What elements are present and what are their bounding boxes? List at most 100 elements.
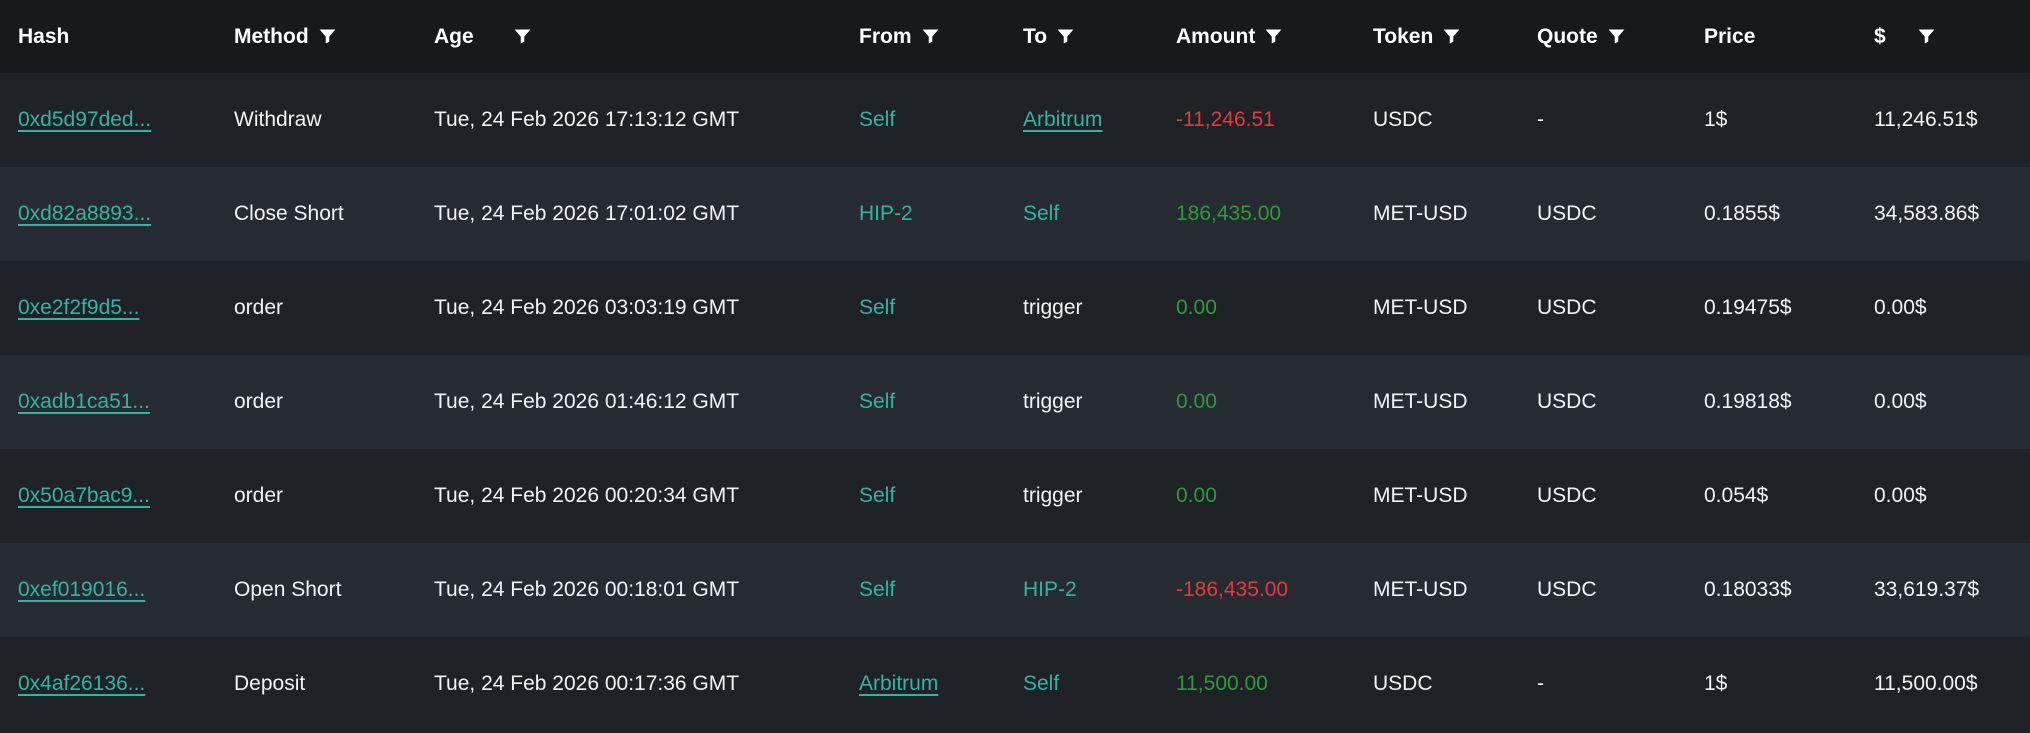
price-cell: 1$ xyxy=(1704,108,1728,131)
age-cell: Tue, 24 Feb 2026 00:17:36 GMT xyxy=(434,672,740,695)
hash-cell: 0xadb1ca51... xyxy=(18,390,234,414)
usd-cell: 11,246.51$ xyxy=(1874,108,1978,131)
col-header-age: Age xyxy=(434,25,859,49)
col-header-to: To xyxy=(1023,25,1176,49)
hash-link[interactable]: 0x50a7bac9... xyxy=(18,484,150,507)
quote-cell: - xyxy=(1537,108,1544,131)
to-value: Self xyxy=(1023,202,1060,225)
table-row: 0xd82a8893... Close Short Tue, 24 Feb 20… xyxy=(0,167,2030,261)
quote-cell: - xyxy=(1537,672,1544,695)
table-body: 0xd5d97ded... Withdraw Tue, 24 Feb 2026 … xyxy=(0,73,2030,731)
filter-icon[interactable] xyxy=(1916,26,1937,47)
hash-link[interactable]: 0x4af26136... xyxy=(18,672,146,695)
col-header-usd: $ xyxy=(1874,25,2030,49)
hash-cell: 0xe2f2f9d5... xyxy=(18,296,234,320)
hash-link[interactable]: 0xef019016... xyxy=(18,578,146,601)
price-cell: 0.18033$ xyxy=(1704,578,1792,601)
price-cell: 0.054$ xyxy=(1704,484,1769,507)
usd-cell: 11,500.00$ xyxy=(1874,672,1978,695)
amount-value: 186,435.00 xyxy=(1176,202,1282,225)
to-cell: HIP-2 xyxy=(1023,578,1176,602)
amount-value: 11,500.00 xyxy=(1176,672,1268,695)
usd-cell: 0.00$ xyxy=(1874,390,1927,413)
to-cell: trigger xyxy=(1023,390,1176,414)
hash-link[interactable]: 0xadb1ca51... xyxy=(18,390,150,413)
amount-cell: 186,435.00 xyxy=(1176,202,1373,226)
table-row: 0x50a7bac9... order Tue, 24 Feb 2026 00:… xyxy=(0,449,2030,543)
to-value[interactable]: Arbitrum xyxy=(1023,108,1103,131)
to-cell: Arbitrum xyxy=(1023,108,1176,132)
column-label-price: Price xyxy=(1704,24,1756,48)
filter-icon[interactable] xyxy=(1263,26,1284,47)
column-label-from: From xyxy=(859,24,912,48)
token-cell: USDC xyxy=(1373,672,1433,695)
price-cell: 1$ xyxy=(1704,672,1728,695)
usd-cell: 0.00$ xyxy=(1874,484,1927,507)
to-value: Self xyxy=(1023,672,1060,695)
age-cell: Tue, 24 Feb 2026 00:20:34 GMT xyxy=(434,484,740,507)
from-cell: Self xyxy=(859,296,1023,320)
amount-cell: 11,500.00 xyxy=(1176,672,1373,696)
from-value: Self xyxy=(859,296,896,319)
amount-cell: 0.00 xyxy=(1176,484,1373,508)
price-cell: 0.19475$ xyxy=(1704,296,1792,319)
from-cell: Self xyxy=(859,578,1023,602)
column-label-hash: Hash xyxy=(18,24,70,48)
column-label-method: Method xyxy=(234,24,309,48)
from-value: Self xyxy=(859,108,896,131)
to-cell: trigger xyxy=(1023,484,1176,508)
to-value: trigger xyxy=(1023,296,1083,319)
amount-value: -11,246.51 xyxy=(1176,108,1275,131)
from-value: Self xyxy=(859,390,896,413)
age-cell: Tue, 24 Feb 2026 01:46:12 GMT xyxy=(434,390,740,413)
quote-cell: USDC xyxy=(1537,578,1597,601)
token-cell: MET-USD xyxy=(1373,296,1468,319)
age-cell: Tue, 24 Feb 2026 00:18:01 GMT xyxy=(434,578,740,601)
quote-cell: USDC xyxy=(1537,296,1597,319)
usd-cell: 34,583.86$ xyxy=(1874,202,1980,225)
filter-icon[interactable] xyxy=(1441,26,1462,47)
table-row: 0x4af26136... Deposit Tue, 24 Feb 2026 0… xyxy=(0,637,2030,731)
table-row: 0xd5d97ded... Withdraw Tue, 24 Feb 2026 … xyxy=(0,73,2030,167)
col-header-token: Token xyxy=(1373,25,1537,49)
table-row: 0xef019016... Open Short Tue, 24 Feb 202… xyxy=(0,543,2030,637)
to-cell: Self xyxy=(1023,202,1176,226)
col-header-price: Price xyxy=(1704,25,1874,49)
method-cell: order xyxy=(234,296,284,319)
to-value: trigger xyxy=(1023,390,1083,413)
filter-icon[interactable] xyxy=(1055,26,1076,47)
filter-icon[interactable] xyxy=(512,26,533,47)
filter-icon[interactable] xyxy=(920,26,941,47)
hash-link[interactable]: 0xd5d97ded... xyxy=(18,108,152,131)
method-cell: order xyxy=(234,484,284,507)
token-cell: MET-USD xyxy=(1373,578,1468,601)
price-cell: 0.19818$ xyxy=(1704,390,1792,413)
filter-icon[interactable] xyxy=(1606,26,1627,47)
from-value: Self xyxy=(859,578,896,601)
from-cell: Arbitrum xyxy=(859,672,1023,696)
amount-cell: 0.00 xyxy=(1176,296,1373,320)
amount-cell: -186,435.00 xyxy=(1176,578,1373,602)
usd-cell: 0.00$ xyxy=(1874,296,1927,319)
filter-icon[interactable] xyxy=(317,26,338,47)
method-cell: Deposit xyxy=(234,672,306,695)
price-cell: 0.1855$ xyxy=(1704,202,1780,225)
from-value[interactable]: Arbitrum xyxy=(859,672,939,695)
hash-link[interactable]: 0xe2f2f9d5... xyxy=(18,296,140,319)
column-label-quote: Quote xyxy=(1537,24,1598,48)
method-cell: Open Short xyxy=(234,578,342,601)
quote-cell: USDC xyxy=(1537,484,1597,507)
hash-cell: 0xd82a8893... xyxy=(18,202,234,226)
column-label-token: Token xyxy=(1373,24,1434,48)
to-value: HIP-2 xyxy=(1023,578,1077,601)
col-header-amount: Amount xyxy=(1176,25,1373,49)
column-label-usd: $ xyxy=(1874,24,1886,48)
method-cell: Close Short xyxy=(234,202,344,225)
amount-cell: -11,246.51 xyxy=(1176,108,1373,132)
table-row: 0xadb1ca51... order Tue, 24 Feb 2026 01:… xyxy=(0,355,2030,449)
usd-cell: 33,619.37$ xyxy=(1874,578,1980,601)
age-cell: Tue, 24 Feb 2026 17:13:12 GMT xyxy=(434,108,740,131)
to-cell: trigger xyxy=(1023,296,1176,320)
hash-link[interactable]: 0xd82a8893... xyxy=(18,202,152,225)
